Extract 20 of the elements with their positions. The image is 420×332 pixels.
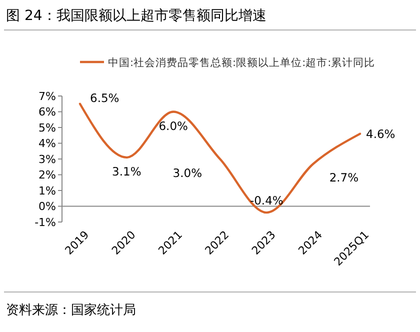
chart-title: 图 24：我国限额以上超市零售额同比增速 (6, 8, 266, 24)
text: -0.4% (250, 194, 284, 208)
y-tick-label: 5% (38, 121, 56, 134)
y-tick-label: 1% (38, 184, 56, 198)
y-tick-label: 7% (38, 90, 56, 103)
y-tick-label: 6% (38, 106, 56, 119)
line-series (78, 102, 362, 214)
text: 3.1% (112, 164, 142, 178)
text: 2.7% (329, 170, 359, 185)
y-tick-label: 2% (38, 168, 56, 182)
text: 资料来源：国家统计局 (6, 302, 136, 318)
text: 3.0% (172, 166, 202, 180)
y-tick-label: 4% (38, 137, 56, 150)
text: 6.5% (90, 90, 120, 105)
y-tick-label: 3% (38, 152, 56, 166)
text: 6.0% (158, 118, 188, 133)
text: 4.6% (366, 126, 396, 141)
y-tick-label: 0% (38, 200, 56, 214)
legend-label: 中国:社会消费品零售总额:限额以上单位:超市:累计同比 (108, 56, 376, 69)
y-tick-label: -1% (34, 216, 56, 229)
